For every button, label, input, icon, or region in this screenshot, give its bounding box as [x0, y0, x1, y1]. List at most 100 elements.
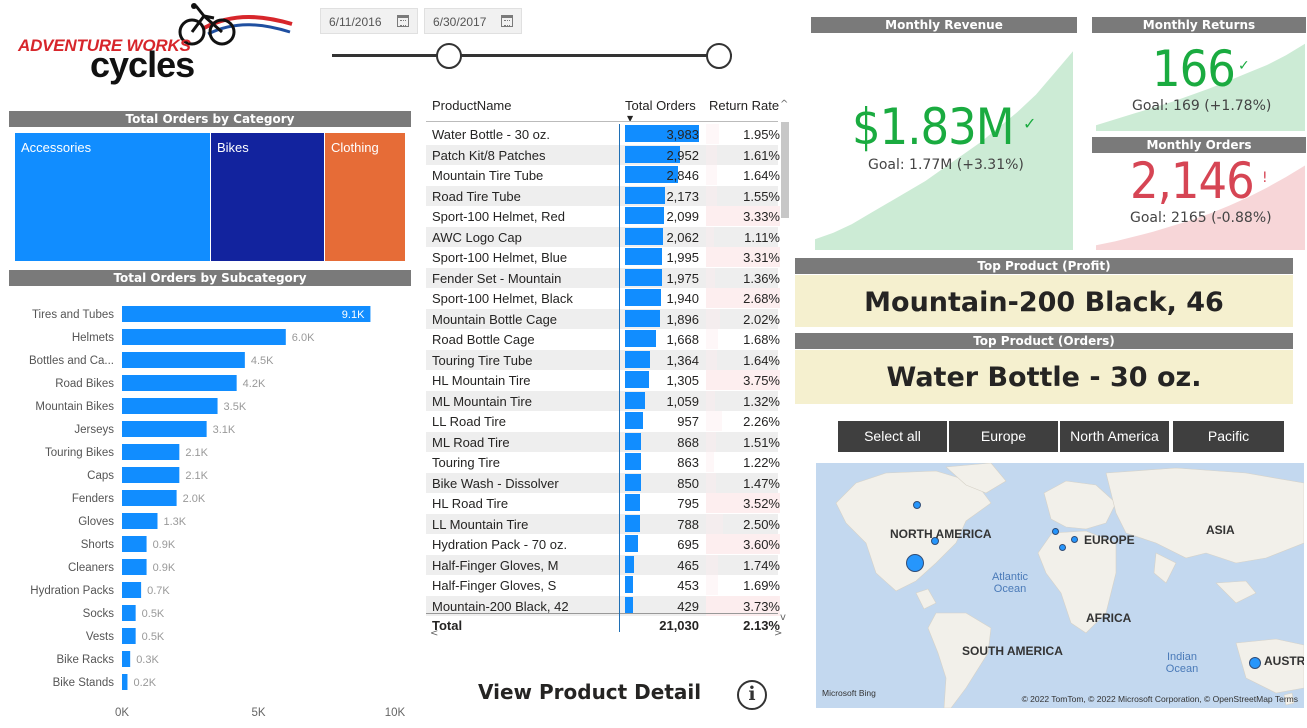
map-label-south-america: SOUTH AMERICA [962, 644, 1063, 658]
calendar-icon[interactable] [397, 15, 409, 27]
start-date-input[interactable]: 6/11/2016 [320, 8, 418, 34]
table-row[interactable]: Half-Finger Gloves, M 465 1.74% [426, 554, 780, 575]
table-row[interactable]: Road Bottle Cage 1,668 1.68% [426, 329, 780, 350]
table-row[interactable]: Water Bottle - 30 oz. 3,983 1.95% [426, 124, 780, 145]
table-total-row: Total 21,030 2.13% [426, 613, 780, 633]
region-button-europe[interactable]: Europe [949, 421, 1059, 452]
column-header-total-orders[interactable]: Total Orders [625, 98, 696, 113]
map-bubble[interactable] [1059, 544, 1066, 551]
return-rate-cell: 1.64% [743, 352, 780, 368]
map-bubble[interactable] [1052, 528, 1059, 535]
treemap-tile-accessories[interactable]: Accessories [14, 132, 211, 262]
bar[interactable] [122, 559, 147, 575]
table-row[interactable]: Half-Finger Gloves, S 453 1.69% [426, 575, 780, 596]
bar[interactable] [122, 329, 286, 345]
orders-map[interactable]: NORTH AMERICA EUROPE ASIA AFRICA SOUTH A… [816, 463, 1304, 708]
product-name-cell: Patch Kit/8 Patches [432, 147, 546, 163]
orders-data-bar [625, 535, 638, 552]
info-icon[interactable]: i [737, 680, 767, 710]
bar[interactable] [122, 421, 207, 437]
orders-cell: 1,364 [666, 352, 699, 368]
scroll-up-icon[interactable]: ^ [780, 99, 789, 110]
map-bubble-usa[interactable] [906, 554, 924, 572]
column-header-productname[interactable]: ProductName [432, 98, 512, 113]
return-rate-cell: 3.31% [743, 250, 780, 265]
total-label: Total [432, 618, 463, 633]
orders-data-bar [625, 268, 662, 286]
region-button-north-america[interactable]: North America [1060, 421, 1170, 452]
orders-cell: 2,846 [666, 168, 699, 183]
return-rate-shade [706, 288, 780, 308]
bar[interactable] [122, 490, 177, 506]
table-row[interactable]: Sport-100 Helmet, Black 1,940 2.68% [426, 288, 780, 309]
orders-data-bar [625, 186, 665, 204]
bar[interactable] [122, 651, 131, 667]
scroll-right-icon[interactable]: > [774, 628, 783, 639]
orders-cell: 868 [677, 434, 699, 450]
orders-status-alert-icon: ! [1262, 170, 1268, 186]
region-button-select-all[interactable]: Select all [838, 421, 948, 452]
product-name-cell: Mountain-200 Black, 42 [432, 598, 569, 614]
table-row[interactable]: Fender Set - Mountain 1,975 1.36% [426, 267, 780, 288]
returns-kpi-title: Monthly Returns [1092, 17, 1306, 33]
bar[interactable] [122, 467, 180, 483]
logo-cycles-text: cycles [90, 44, 195, 85]
return-rate-shade [706, 411, 722, 431]
returns-kpi-value: 166 [1152, 40, 1236, 98]
bar[interactable] [122, 444, 180, 460]
table-column-divider [619, 124, 620, 632]
table-row[interactable]: Mountain-200 Black, 42 429 3.73% [426, 595, 780, 616]
date-slider-end-handle[interactable] [706, 43, 732, 69]
map-bubble[interactable] [1071, 536, 1078, 543]
bar[interactable] [122, 398, 218, 414]
bar[interactable] [122, 306, 371, 322]
bar[interactable] [122, 605, 136, 621]
bar-value-label: 0.2K [133, 677, 156, 689]
treemap-tile-bikes[interactable]: Bikes [210, 132, 325, 262]
table-scrollbar[interactable] [781, 122, 789, 218]
table-row[interactable]: LL Road Tire 957 2.26% [426, 411, 780, 432]
table-row[interactable]: Mountain Bottle Cage 1,896 2.02% [426, 308, 780, 329]
table-row[interactable]: Bike Wash - Dissolver 850 1.47% [426, 472, 780, 493]
table-row[interactable]: Touring Tire Tube 1,364 1.64% [426, 349, 780, 370]
treemap-tile-clothing[interactable]: Clothing [324, 132, 406, 262]
bar[interactable] [122, 536, 147, 552]
orders-cell: 3,983 [666, 127, 699, 142]
map-bubble[interactable] [913, 501, 921, 509]
region-button-pacific[interactable]: Pacific [1173, 421, 1284, 452]
calendar-icon[interactable] [501, 15, 513, 27]
bar[interactable] [122, 375, 237, 391]
bar[interactable] [122, 513, 158, 529]
orders-data-bar [625, 207, 664, 224]
table-row[interactable]: Sport-100 Helmet, Red 2,099 3.33% [426, 206, 780, 227]
bar[interactable] [122, 582, 142, 598]
scroll-left-icon[interactable]: < [430, 628, 439, 639]
table-row[interactable]: Mountain Tire Tube 2,846 1.64% [426, 165, 780, 186]
table-row[interactable]: HL Mountain Tire 1,305 3.75% [426, 370, 780, 391]
table-row[interactable]: Patch Kit/8 Patches 2,952 1.61% [426, 144, 780, 165]
table-row[interactable]: AWC Logo Cap 2,062 1.11% [426, 226, 780, 247]
date-slider-start-handle[interactable] [436, 43, 462, 69]
table-row[interactable]: Road Tire Tube 2,173 1.55% [426, 185, 780, 206]
bar[interactable] [122, 628, 136, 644]
table-row[interactable]: Sport-100 Helmet, Blue 1,995 3.31% [426, 247, 780, 268]
bar[interactable] [122, 674, 128, 690]
table-row[interactable]: HL Road Tire 795 3.52% [426, 493, 780, 514]
scroll-down-icon[interactable]: v [780, 612, 786, 623]
top-product-profit-title: Top Product (Profit) [795, 258, 1293, 274]
bar[interactable] [122, 352, 245, 368]
return-rate-cell: 1.51% [743, 434, 780, 450]
return-rate-cell: 1.68% [743, 332, 780, 347]
table-row[interactable]: ML Road Tire 868 1.51% [426, 431, 780, 452]
table-row[interactable]: Touring Tire 863 1.22% [426, 452, 780, 473]
map-bubble[interactable] [931, 537, 939, 545]
view-product-detail-button[interactable]: View Product Detail [478, 680, 702, 704]
column-header-return-rate[interactable]: Return Rate [709, 98, 780, 113]
table-row[interactable]: ML Mountain Tire 1,059 1.32% [426, 390, 780, 411]
sort-descending-icon: ▼ [627, 114, 634, 123]
end-date-input[interactable]: 6/30/2017 [424, 8, 522, 34]
table-row[interactable]: Hydration Pack - 70 oz. 695 3.60% [426, 534, 780, 555]
map-bubble-australia[interactable] [1249, 657, 1261, 669]
orders-cell: 465 [677, 557, 699, 573]
table-row[interactable]: LL Mountain Tire 788 2.50% [426, 513, 780, 534]
